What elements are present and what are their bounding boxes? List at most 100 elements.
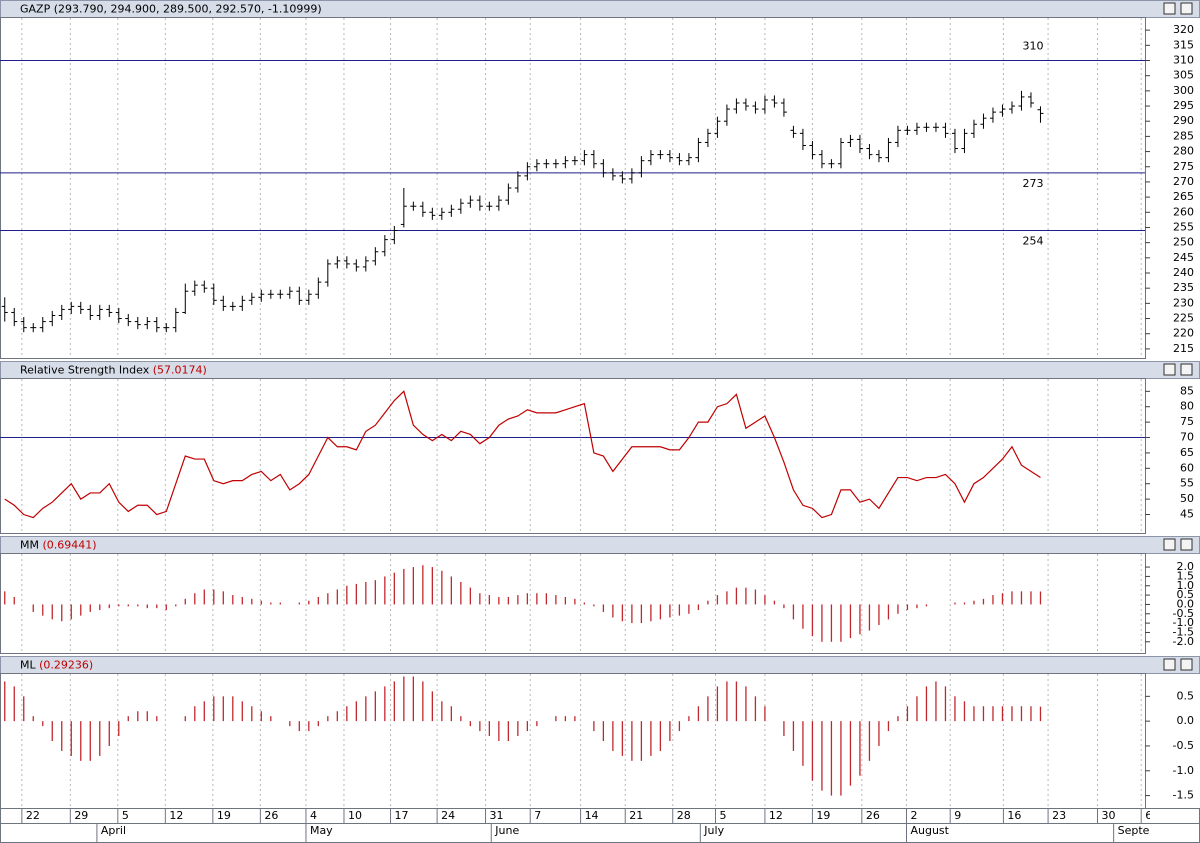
y-tick-label: 0.0 xyxy=(1177,597,1195,610)
y-tick-label: 70 xyxy=(1180,431,1194,444)
y-tick-label: 2.0 xyxy=(1177,560,1195,573)
panel-title: GAZP (293.790, 294.900, 289.500, 292.570… xyxy=(20,3,322,16)
x-tick-label: 5 xyxy=(122,809,129,822)
y-tick-label: 1.0 xyxy=(1177,579,1195,592)
indicator-name: MM xyxy=(20,539,39,552)
level-label: 254 xyxy=(1023,235,1044,248)
y-tick-label: 270 xyxy=(1173,175,1194,188)
y-tick-label: 0.5 xyxy=(1177,689,1195,702)
y-tick-label: 265 xyxy=(1173,190,1194,203)
y-tick-label: -1.0 xyxy=(1173,764,1194,777)
minimize-button[interactable] xyxy=(1163,538,1176,551)
panel-header: Relative Strength Index (57.0174) xyxy=(0,361,1200,379)
y-tick-label: 0.5 xyxy=(1177,588,1195,601)
y-tick-label: 60 xyxy=(1180,461,1194,474)
x-tick-label: 19 xyxy=(217,809,231,822)
y-tick-label: 50 xyxy=(1180,492,1194,505)
y-tick-label: 245 xyxy=(1173,251,1194,264)
y-tick-label: -1.5 xyxy=(1173,789,1194,802)
y-tick-label: 0.0 xyxy=(1177,714,1195,727)
x-tick-label: 4 xyxy=(310,809,317,822)
y-tick-label: 215 xyxy=(1173,342,1194,355)
y-tick-label: 255 xyxy=(1173,220,1194,233)
level-label: 310 xyxy=(1023,40,1044,53)
y-tick-label: -0.5 xyxy=(1173,739,1194,752)
y-tick-label: 65 xyxy=(1180,446,1194,459)
y-tick-label: 300 xyxy=(1173,84,1194,97)
y-tick-label: -2.0 xyxy=(1173,635,1194,648)
close-button[interactable] xyxy=(1180,363,1193,376)
x-tick-label: 19 xyxy=(816,809,830,822)
x-tick-label: 30 xyxy=(1101,809,1115,822)
indicator-value: (0.69441) xyxy=(42,539,96,552)
x-tick-label: 10 xyxy=(348,809,362,822)
rsi-line xyxy=(4,390,1041,519)
x-tick-label: 12 xyxy=(769,809,783,822)
x-tick-label: 16 xyxy=(1007,809,1021,822)
y-tick-label: 285 xyxy=(1173,129,1194,142)
x-tick-label: 2 xyxy=(910,809,917,822)
month-label: June xyxy=(494,824,519,837)
x-tick-label: 5 xyxy=(720,809,727,822)
y-tick-label: 295 xyxy=(1173,99,1194,112)
indicator-value: (57.0174) xyxy=(153,364,207,377)
x-tick-label: 9 xyxy=(954,809,961,822)
plot-frame xyxy=(0,378,1146,534)
y-tick-label: 275 xyxy=(1173,160,1194,173)
month-label: April xyxy=(101,824,126,837)
minimize-button[interactable] xyxy=(1163,658,1176,671)
y-tick-label: 1.5 xyxy=(1177,569,1195,582)
indicator-value: (0.29236) xyxy=(39,659,93,672)
y-tick-label: -1.5 xyxy=(1173,625,1194,638)
minimize-button[interactable] xyxy=(1163,363,1176,376)
maximize-button[interactable] xyxy=(1180,2,1193,15)
panel-title: MM (0.69441) xyxy=(20,539,97,552)
close-button[interactable] xyxy=(1180,538,1193,551)
y-tick-label: 230 xyxy=(1173,296,1194,309)
y-tick-label: 235 xyxy=(1173,281,1194,294)
level-label: 273 xyxy=(1023,177,1044,190)
y-tick-label: 75 xyxy=(1180,415,1194,428)
month-label: May xyxy=(310,824,333,837)
y-tick-label: 225 xyxy=(1173,312,1194,325)
x-tick-label: 6 xyxy=(1145,809,1152,822)
y-tick-label: 55 xyxy=(1180,477,1194,490)
y-tick-label: 260 xyxy=(1173,205,1194,218)
indicator-name: ML xyxy=(20,659,36,672)
y-tick-label: 240 xyxy=(1173,266,1194,279)
y-tick-label: 220 xyxy=(1173,327,1194,340)
minimize-button[interactable] xyxy=(1163,2,1176,15)
x-tick-label: 7 xyxy=(534,809,541,822)
month-label: September xyxy=(1118,824,1179,837)
panel-title: ML (0.29236) xyxy=(20,659,93,672)
panel-title: Relative Strength Index (57.0174) xyxy=(20,364,207,377)
x-tick-label: 21 xyxy=(629,809,643,822)
close-button[interactable] xyxy=(1180,658,1193,671)
x-tick-label: 29 xyxy=(74,809,88,822)
indicator-name: Relative Strength Index xyxy=(20,364,150,377)
x-tick-label: 28 xyxy=(677,809,691,822)
x-tick-label: 26 xyxy=(264,809,278,822)
y-tick-label: -0.5 xyxy=(1173,607,1194,620)
y-tick-label: 280 xyxy=(1173,145,1194,158)
y-tick-label: 85 xyxy=(1180,384,1194,397)
y-tick-label: 80 xyxy=(1180,400,1194,413)
y-tick-label: 250 xyxy=(1173,236,1194,249)
x-tick-label: 22 xyxy=(26,809,40,822)
plot-frame xyxy=(0,17,1146,359)
x-tick-label: 31 xyxy=(490,809,504,822)
y-tick-label: 290 xyxy=(1173,114,1194,127)
month-label: August xyxy=(910,824,949,837)
panel-header: GAZP (293.790, 294.900, 289.500, 292.570… xyxy=(0,0,1200,18)
x-axis: 22 29 5 12 19 26 4 10 17 24 31 7 14 21 28 5 12 19 26 2 9 16 23… xyxy=(21,808,1179,843)
y-tick-label: 310 xyxy=(1173,54,1194,67)
y-tick-label: -1.0 xyxy=(1173,616,1194,629)
x-tick-label: 14 xyxy=(585,809,599,822)
x-tick-label: 26 xyxy=(866,809,880,822)
x-tick-label: 12 xyxy=(169,809,183,822)
x-tick-label: 24 xyxy=(441,809,455,822)
y-tick-label: 305 xyxy=(1173,69,1194,82)
plot-frame xyxy=(0,553,1146,654)
